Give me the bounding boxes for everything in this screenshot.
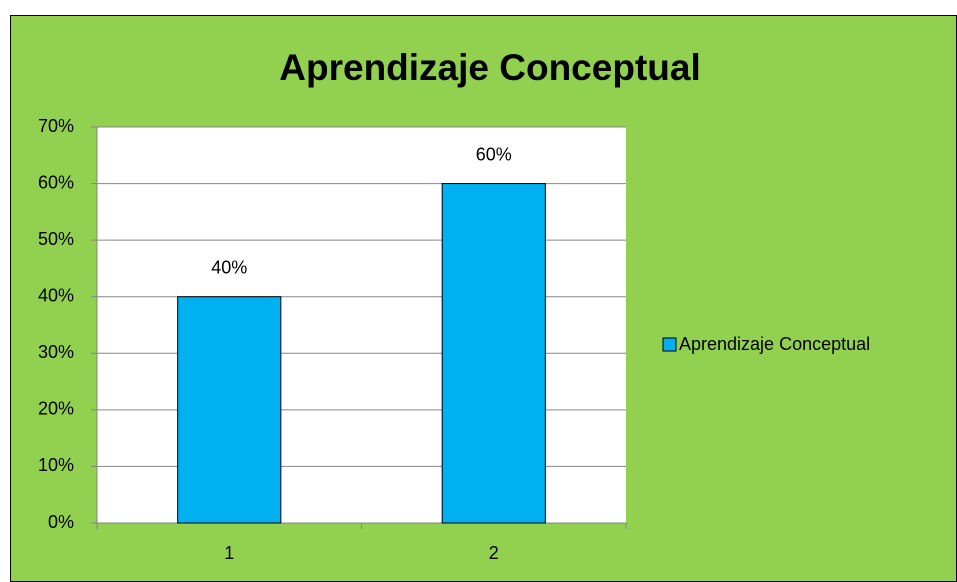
y-tick-label: 0%: [48, 512, 74, 532]
y-tick-label: 60%: [38, 172, 74, 192]
legend-label: Aprendizaje Conceptual: [679, 334, 870, 354]
y-tick-label: 30%: [38, 342, 74, 362]
y-tick-label: 40%: [38, 285, 74, 305]
bar: [177, 296, 282, 524]
bar: [441, 183, 546, 524]
x-tick-label: 2: [489, 543, 499, 563]
data-label: 60%: [476, 144, 512, 164]
y-tick-label: 70%: [38, 116, 74, 136]
x-tick-label: 1: [224, 543, 234, 563]
plot-area: [97, 127, 626, 523]
chart-title: Aprendizaje Conceptual: [279, 47, 700, 88]
y-tick-label: 10%: [38, 455, 74, 475]
y-tick-label: 50%: [38, 229, 74, 249]
legend-swatch: [662, 337, 677, 352]
y-tick-label: 20%: [38, 399, 74, 419]
data-label: 40%: [211, 257, 247, 277]
